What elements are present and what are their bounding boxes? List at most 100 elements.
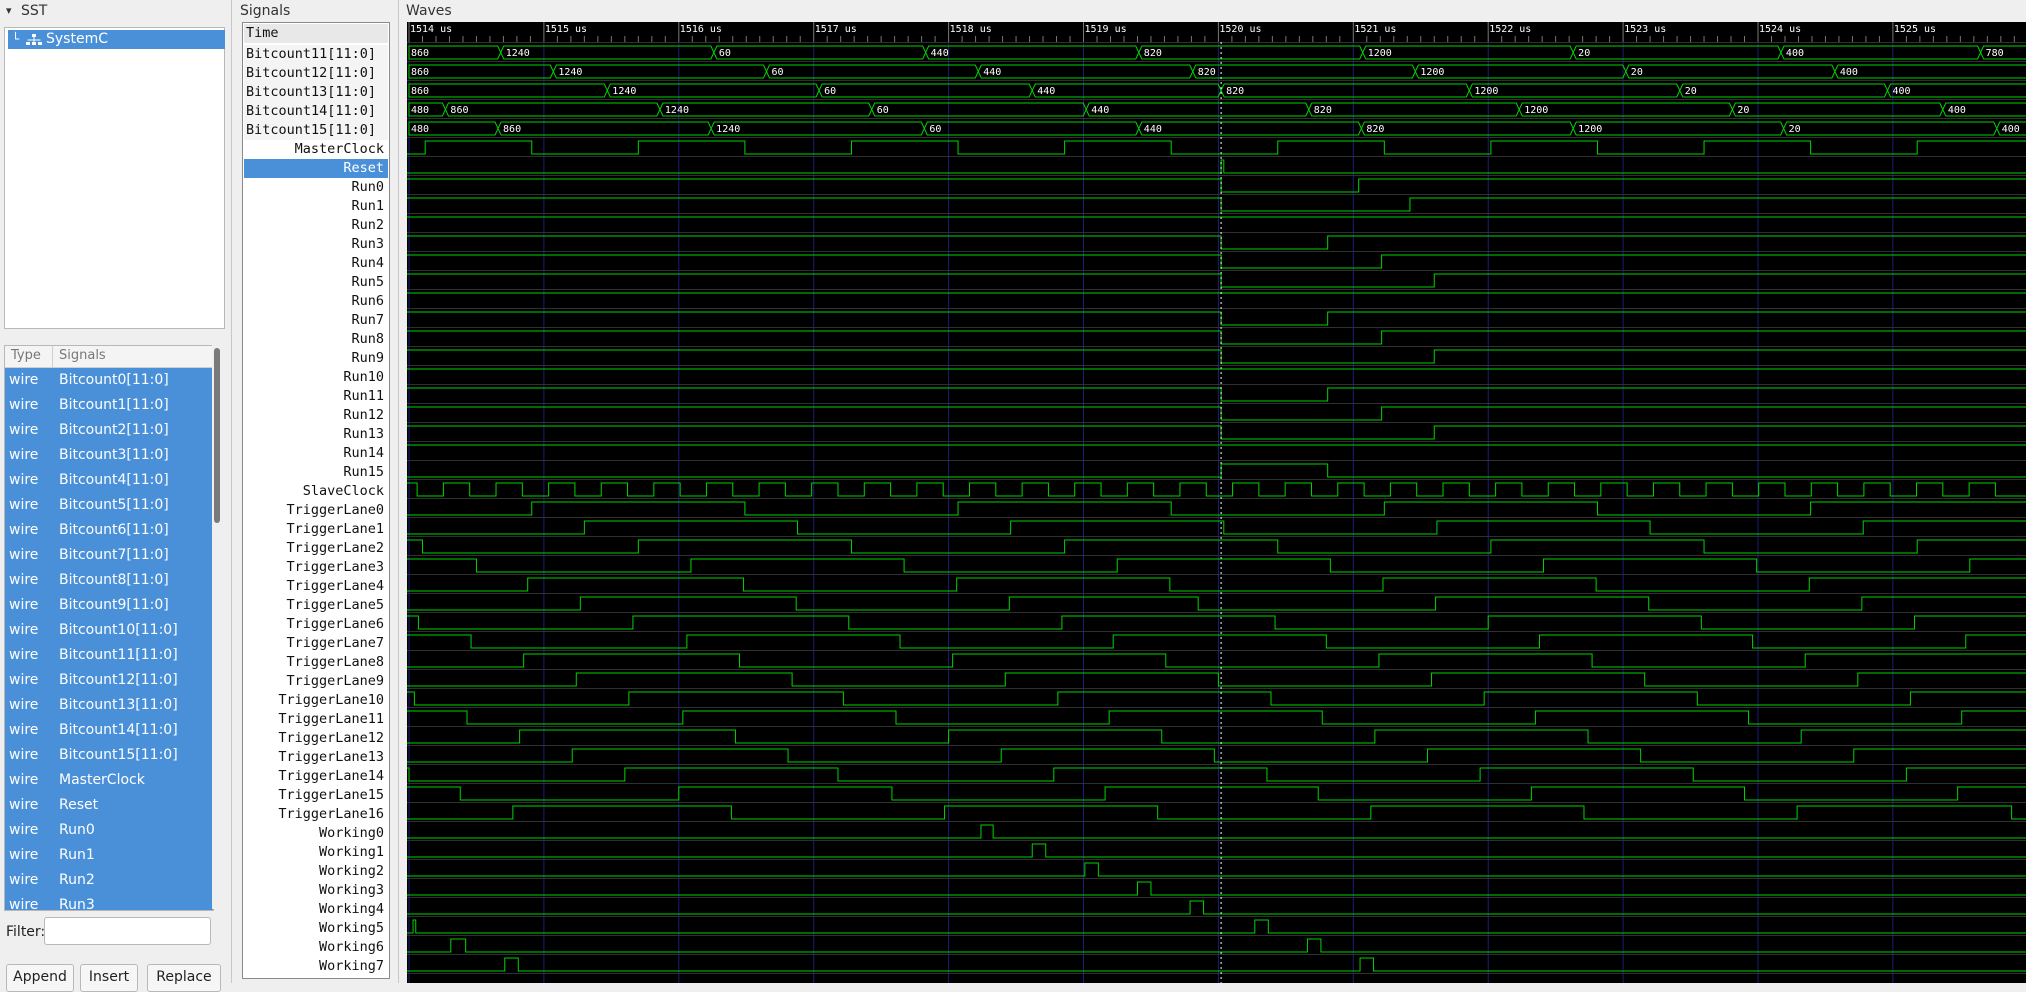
signal-row-working5[interactable]: Working5	[318, 920, 384, 936]
signal-list-row[interactable]: wire Bitcount12[11:0]	[5, 668, 213, 693]
scrollbar-thumb[interactable]	[214, 348, 220, 523]
signal-row-triggerlane12[interactable]: TriggerLane12	[278, 730, 384, 746]
signal-list-row[interactable]: wire Bitcount3[11:0]	[5, 443, 213, 468]
signal-list-row[interactable]: wire Bitcount14[11:0]	[5, 718, 213, 743]
signal-row-run4[interactable]: Run4	[351, 255, 384, 271]
signal-list-row[interactable]: wire Bitcount1[11:0]	[5, 393, 213, 418]
waveform-canvas[interactable]: 1514 us 1515 us 1516 us 1517 us 1518 us 1519 …	[407, 22, 2026, 983]
signal-list-scrollbar[interactable]	[212, 345, 222, 909]
signal-list-row[interactable]: wire Bitcount13[11:0]	[5, 693, 213, 718]
signal-row-slaveclock[interactable]: SlaveClock	[302, 483, 384, 499]
signal-row-run14[interactable]: Run14	[343, 445, 384, 461]
signal-row-triggerlane7[interactable]: TriggerLane7	[286, 635, 384, 651]
signal-name: Bitcount8[11:0]	[59, 572, 169, 588]
signal-row-run10[interactable]: Run10	[343, 369, 384, 385]
signal-row-working1[interactable]: Working1	[318, 844, 384, 860]
signal-list-row[interactable]: wire MasterClock	[5, 768, 213, 793]
signal-row-run8[interactable]: Run8	[351, 331, 384, 347]
signal-row-run6[interactable]: Run6	[351, 293, 384, 309]
bus-segment	[765, 64, 979, 79]
signal-row-triggerlane15[interactable]: TriggerLane15	[278, 787, 384, 803]
signal-list-row[interactable]: wire Reset	[5, 793, 213, 818]
signal-row-triggerlane4[interactable]: TriggerLane4	[286, 578, 384, 594]
signal-list-row[interactable]: wire Run0	[5, 818, 213, 843]
signal-row-working7[interactable]: Working7	[318, 958, 384, 974]
collapse-triangle-icon[interactable]: ▾	[6, 4, 12, 17]
signal-list-row[interactable]: wire Bitcount8[11:0]	[5, 568, 213, 593]
time-label: 1515 us	[545, 24, 587, 35]
signal-type: wire	[9, 597, 39, 613]
signal-row-run13[interactable]: Run13	[343, 426, 384, 442]
signal-row-triggerlane8[interactable]: TriggerLane8	[286, 654, 384, 670]
signal-row-triggerlane13[interactable]: TriggerLane13	[278, 749, 384, 765]
signal-row-run1[interactable]: Run1	[351, 198, 384, 214]
bus-value-label: 60	[719, 48, 731, 59]
signal-list-row[interactable]: wire Bitcount0[11:0]	[5, 368, 213, 393]
signal-row-run15[interactable]: Run15	[343, 464, 384, 480]
signal-row-triggerlane1[interactable]: TriggerLane1	[286, 521, 384, 537]
signal-row-bitcount15[interactable]: Bitcount15[11:0]	[244, 121, 388, 140]
pane-divider[interactable]	[231, 0, 232, 983]
signal-name: Run2	[59, 872, 95, 888]
signal-row-run3[interactable]: Run3	[351, 236, 384, 252]
signal-list-row[interactable]: wire Bitcount15[11:0]	[5, 743, 213, 768]
signal-row-triggerlane10[interactable]: TriggerLane10	[278, 692, 384, 708]
append-button[interactable]: Append	[6, 964, 74, 992]
pane-divider[interactable]	[398, 0, 399, 983]
signals-column-header[interactable]: Signals	[59, 348, 106, 363]
signal-list-row[interactable]: wire Run1	[5, 843, 213, 868]
waveform-viewer[interactable]: 1514 us 1515 us 1516 us 1517 us 1518 us 1519 …	[407, 22, 2026, 983]
signal-row-bitcount12[interactable]: Bitcount12[11:0]	[244, 64, 388, 83]
signal-row-working3[interactable]: Working3	[318, 882, 384, 898]
signal-row-bitcount11[interactable]: Bitcount11[11:0]	[244, 45, 388, 64]
signal-list-row[interactable]: wire Bitcount5[11:0]	[5, 493, 213, 518]
signal-row-triggerlane6[interactable]: TriggerLane6	[286, 616, 384, 632]
signal-row-working6[interactable]: Working6	[318, 939, 384, 955]
signal-row-run5[interactable]: Run5	[351, 274, 384, 290]
signal-row-triggerlane2[interactable]: TriggerLane2	[286, 540, 384, 556]
signal-row-run11[interactable]: Run11	[343, 388, 384, 404]
sst-tree[interactable]: └ SystemC	[4, 27, 225, 329]
signal-row-run7[interactable]: Run7	[351, 312, 384, 328]
signal-row-triggerlane11[interactable]: TriggerLane11	[278, 711, 384, 727]
signal-row-masterclock[interactable]: MasterClock	[294, 141, 384, 157]
signal-row-working2[interactable]: Working2	[318, 863, 384, 879]
signal-list-row[interactable]: wire Bitcount4[11:0]	[5, 468, 213, 493]
signal-row-triggerlane5[interactable]: TriggerLane5	[286, 597, 384, 613]
signal-list-row[interactable]: wire Run2	[5, 868, 213, 893]
trace-working2	[407, 862, 2026, 877]
signal-row-reset[interactable]: Reset	[244, 159, 388, 178]
trace-masterclock	[407, 140, 2026, 155]
signal-type: wire	[9, 897, 39, 911]
signal-list-row[interactable]: wire Bitcount7[11:0]	[5, 543, 213, 568]
insert-button[interactable]: Insert	[80, 964, 138, 992]
signal-type: wire	[9, 872, 39, 888]
signal-row-run12[interactable]: Run12	[343, 407, 384, 423]
signal-row-working4[interactable]: Working4	[318, 901, 384, 917]
signal-row-working0[interactable]: Working0	[318, 825, 384, 841]
signal-list-row[interactable]: wire Bitcount2[11:0]	[5, 418, 213, 443]
signal-list-row[interactable]: wire Bitcount6[11:0]	[5, 518, 213, 543]
signal-row-triggerlane0[interactable]: TriggerLane0	[286, 502, 384, 518]
signal-row-bitcount14[interactable]: Bitcount14[11:0]	[244, 102, 388, 121]
type-column-header[interactable]: Type	[11, 348, 41, 363]
signal-row-triggerlane16[interactable]: TriggerLane16	[278, 806, 384, 822]
signal-names-panel[interactable]: Time Bitcount11[11:0] Bitcount12[11:0] Bit…	[242, 22, 390, 979]
replace-button[interactable]: Replace	[147, 964, 221, 992]
signal-list-row[interactable]: wire Run3	[5, 893, 213, 911]
filter-input[interactable]	[44, 917, 211, 945]
signal-row-triggerlane14[interactable]: TriggerLane14	[278, 768, 384, 784]
signal-type: wire	[9, 372, 39, 388]
signal-row-triggerlane3[interactable]: TriggerLane3	[286, 559, 384, 575]
signal-row-run0[interactable]: Run0	[351, 179, 384, 195]
signal-row-bitcount13[interactable]: Bitcount13[11:0]	[244, 83, 388, 102]
signal-row-triggerlane9[interactable]: TriggerLane9	[286, 673, 384, 689]
signal-list-table[interactable]: Type Signals wire Bitcount0[11:0] wire Bitc…	[4, 345, 214, 911]
signal-list-row[interactable]: wire Bitcount9[11:0]	[5, 593, 213, 618]
tree-item-systemc[interactable]: └ SystemC	[8, 30, 225, 49]
time-label: 1524 us	[1759, 24, 1801, 35]
signal-list-row[interactable]: wire Bitcount11[11:0]	[5, 643, 213, 668]
signal-list-row[interactable]: wire Bitcount10[11:0]	[5, 618, 213, 643]
signal-row-run9[interactable]: Run9	[351, 350, 384, 366]
signal-row-run2[interactable]: Run2	[351, 217, 384, 233]
